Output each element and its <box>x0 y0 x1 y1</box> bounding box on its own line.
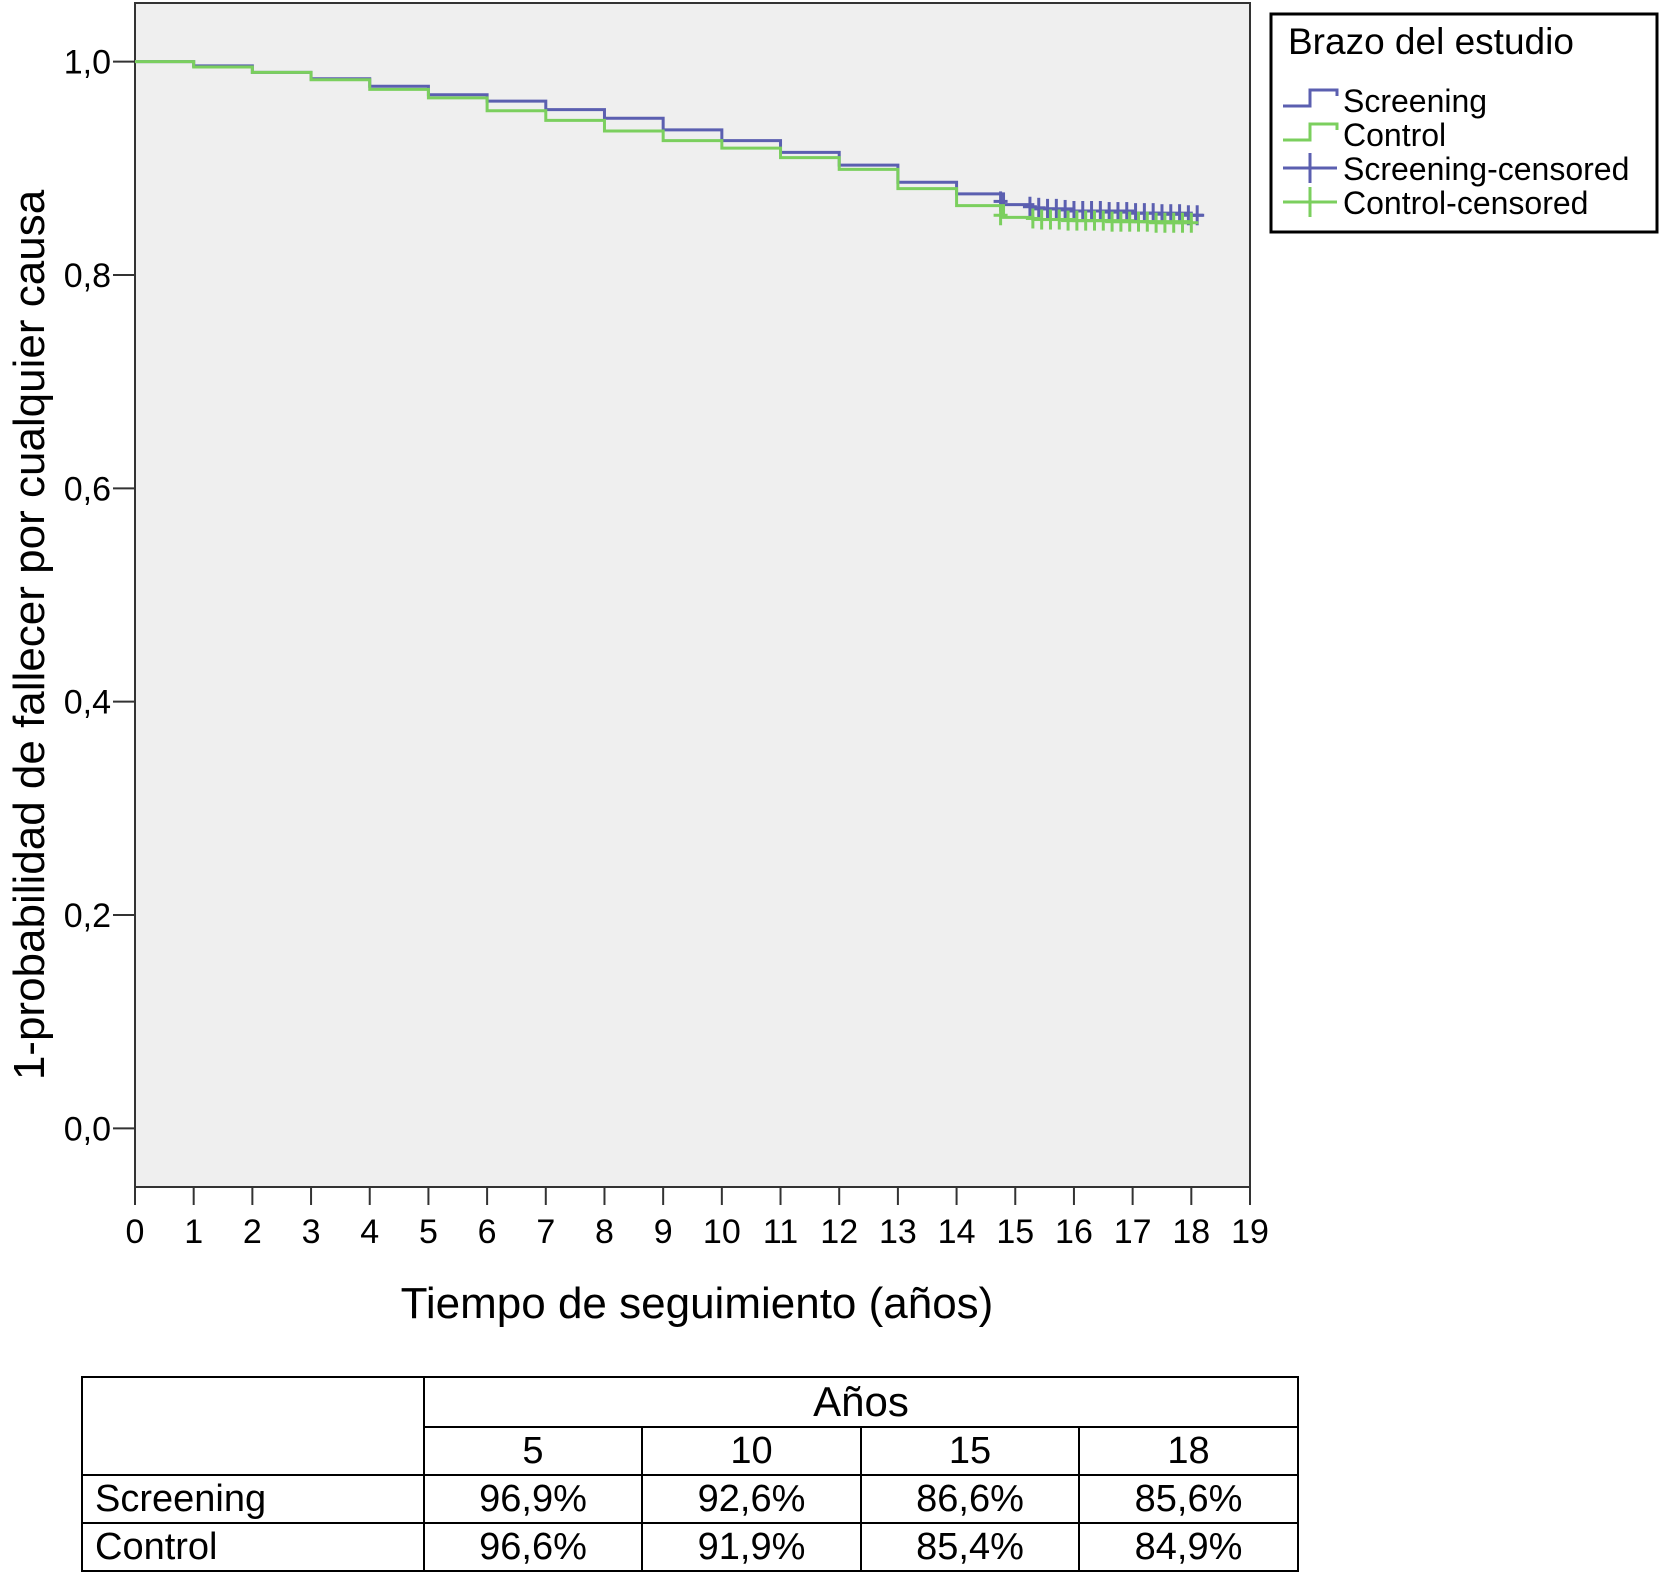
y-tick-label: 1,0 <box>64 44 111 82</box>
year-cell: 18 <box>1077 1426 1300 1476</box>
x-tick-label: 19 <box>1231 1213 1269 1251</box>
x-tick-label: 3 <box>302 1213 321 1251</box>
table-row: Control 96,6% 91,9% 85,4% 84,9% <box>81 1522 1300 1572</box>
table-cell: 84,9% <box>1077 1522 1300 1572</box>
x-tick-label: 8 <box>595 1213 614 1251</box>
table-year-row: 5 10 15 18 <box>82 1426 1300 1476</box>
legend-step-symbol <box>1283 88 1339 108</box>
x-tick-label: 0 <box>126 1213 145 1251</box>
legend-entries: ScreeningControlScreening-censoredContro… <box>1283 83 1629 221</box>
x-tick-label: 11 <box>763 1213 798 1251</box>
censor-mark-control <box>1184 212 1199 233</box>
year-cell: 15 <box>860 1426 1080 1476</box>
table-header-row: Años <box>81 1376 1300 1476</box>
x-tick-label: 15 <box>996 1213 1034 1251</box>
x-tick-label: 2 <box>243 1213 262 1251</box>
legend-item: Control <box>1283 117 1446 153</box>
year-cell: 5 <box>423 1426 643 1476</box>
table-cell: 96,9% <box>423 1474 643 1524</box>
series-layer <box>135 60 1205 233</box>
table-cell: 92,6% <box>641 1474 862 1524</box>
legend-title: Brazo del estudio <box>1288 21 1574 62</box>
legend-step-symbol <box>1283 122 1339 142</box>
legend-label: Screening-censored <box>1343 151 1629 187</box>
x-tick-label: 12 <box>820 1213 858 1251</box>
legend-label: Control <box>1343 117 1446 153</box>
x-tick-label: 10 <box>703 1213 741 1251</box>
x-tick-label: 4 <box>360 1213 379 1251</box>
x-tick-label: 6 <box>478 1213 497 1251</box>
x-tick-label: 5 <box>419 1213 438 1251</box>
legend-item: Screening-censored <box>1283 151 1629 187</box>
survival-summary-table: Años 5 10 15 18 Screening 96,9% 92,6% 86… <box>81 1376 1300 1572</box>
y-tick-label: 0,2 <box>64 897 111 935</box>
x-tick-label: 16 <box>1055 1213 1093 1251</box>
row-label: Screening <box>81 1474 425 1524</box>
x-tick-label: 18 <box>1172 1213 1210 1251</box>
y-axis-title: 1-probabilidad de fallecer por cualquier… <box>5 189 54 1080</box>
row-label: Control <box>81 1522 425 1572</box>
x-tick-label: 9 <box>654 1213 673 1251</box>
table-corner-cell <box>81 1376 425 1476</box>
x-axis-title: Tiempo de seguimiento (años) <box>401 1279 994 1328</box>
y-tick-label: 0,6 <box>64 470 111 508</box>
years-header: Años <box>422 1376 1300 1428</box>
table-cell: 85,4% <box>860 1522 1080 1572</box>
legend-item: Control-censored <box>1283 185 1588 221</box>
year-cell: 10 <box>641 1426 862 1476</box>
plot-area <box>134 2 1251 1188</box>
y-tick-label: 0,4 <box>64 684 111 722</box>
x-tick-label: 14 <box>938 1213 976 1251</box>
x-tick-label: 1 <box>184 1213 203 1251</box>
table-cell: 85,6% <box>1077 1474 1300 1524</box>
legend-label: Screening <box>1343 83 1487 119</box>
legend-item: Screening <box>1283 83 1487 119</box>
x-tick-label: 17 <box>1114 1213 1152 1251</box>
legend: Brazo del estudio ScreeningControlScreen… <box>1269 12 1659 234</box>
y-tick-label: 0,0 <box>64 1110 111 1148</box>
table-cell: 86,6% <box>860 1474 1080 1524</box>
y-axis: 0,0 0,2 0,4 0,6 0,8 1,0 <box>64 44 135 1148</box>
table-cell: 96,6% <box>423 1522 643 1572</box>
table-cell: 91,9% <box>641 1522 862 1572</box>
x-tick-label: 7 <box>536 1213 555 1251</box>
legend-label: Control-censored <box>1343 185 1588 221</box>
censor-mark-control <box>993 205 1008 226</box>
x-tick-label: 13 <box>879 1213 917 1251</box>
survival-chart: 0,00,20,40,60,81,0 0 1 2 3 4 5 6 7 8 9 10 11 12 13 14 1… <box>5 2 1659 1328</box>
x-axis: 0 1 2 3 4 5 6 7 8 9 10 11 12 13 14 15 16 17 18 19 <box>126 1187 1269 1251</box>
y-tick-label: 0,8 <box>64 257 111 295</box>
table-row: Screening 96,9% 92,6% 86,6% 85,6% <box>81 1474 1300 1524</box>
